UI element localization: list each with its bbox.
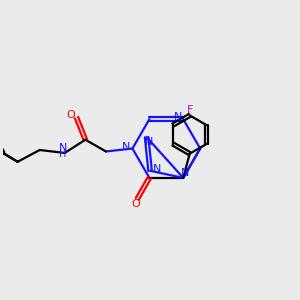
Text: N: N: [145, 137, 153, 147]
Text: N: N: [174, 112, 182, 122]
Text: O: O: [131, 199, 140, 209]
Text: H: H: [59, 149, 66, 159]
Text: F: F: [187, 104, 193, 115]
Text: N: N: [153, 164, 162, 174]
Text: N: N: [58, 142, 67, 153]
Text: N: N: [122, 142, 130, 152]
Text: N: N: [181, 168, 189, 178]
Text: O: O: [67, 110, 76, 120]
